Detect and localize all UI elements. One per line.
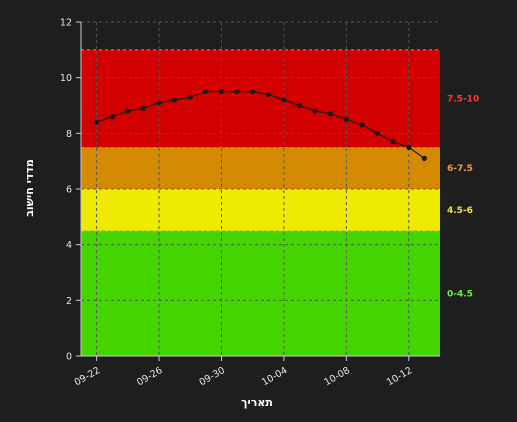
band-4.5-6: [81, 189, 440, 231]
band-label: 0-4.5: [447, 289, 473, 299]
data-point: [203, 88, 209, 95]
x-tick-label: 09-22: [73, 365, 102, 388]
data-point: [343, 116, 349, 123]
data-point: [359, 122, 365, 128]
x-tick-label: 10-04: [260, 365, 289, 388]
data-point: [109, 114, 115, 120]
band-6-7.5: [81, 147, 440, 189]
data-point: [172, 97, 178, 103]
x-tick-label: 09-26: [135, 365, 164, 388]
y-tick-label: 10: [60, 73, 72, 84]
series-layer: [94, 88, 427, 161]
data-point: [296, 102, 303, 109]
y-tick-label: 2: [66, 296, 72, 307]
x-tick-label: 09-30: [198, 365, 227, 388]
data-point: [156, 100, 162, 106]
data-point: [406, 144, 412, 150]
x-axis-title: תאריך: [241, 396, 273, 409]
risk-bands: [81, 49, 440, 356]
data-point: [125, 108, 131, 114]
y-tick-label: 4: [66, 240, 72, 251]
data-point: [421, 155, 427, 161]
data-point: [312, 108, 318, 114]
grid-lines: [81, 21, 440, 357]
y-tick-label: 0: [66, 352, 72, 363]
y-tick-label: 8: [66, 129, 72, 140]
data-point: [328, 111, 334, 117]
axes: 0 2 4 6 8 10 12 09-22 09-26 09-30 10-04 10-08 10-12: [60, 18, 440, 388]
data-point: [250, 88, 256, 95]
data-point: [390, 139, 396, 145]
y-axis-title: מדדי חישוב: [23, 159, 36, 217]
x-tick-label: 10-12: [385, 365, 414, 388]
series-line: [96, 91, 425, 159]
band-labels: 0-4.5 4.5-6 6-7.5 7.5-10: [447, 95, 479, 300]
data-point: [94, 119, 100, 125]
band-label: 6-7.5: [447, 164, 473, 174]
data-point: [281, 97, 287, 103]
band-label: 4.5-6: [447, 206, 473, 216]
data-point: [218, 88, 225, 95]
y-tick-label: 12: [60, 18, 72, 29]
data-point: [374, 130, 381, 136]
data-point: [140, 105, 147, 111]
y-tick-label: 6: [66, 185, 72, 196]
data-point: [234, 88, 240, 95]
x-tick-label: 10-08: [322, 365, 351, 388]
band-0-4.5: [81, 230, 440, 356]
band-label: 7.5-10: [447, 95, 479, 105]
band-7.5-10: [81, 49, 440, 148]
data-point: [265, 91, 271, 97]
data-point: [187, 94, 193, 100]
